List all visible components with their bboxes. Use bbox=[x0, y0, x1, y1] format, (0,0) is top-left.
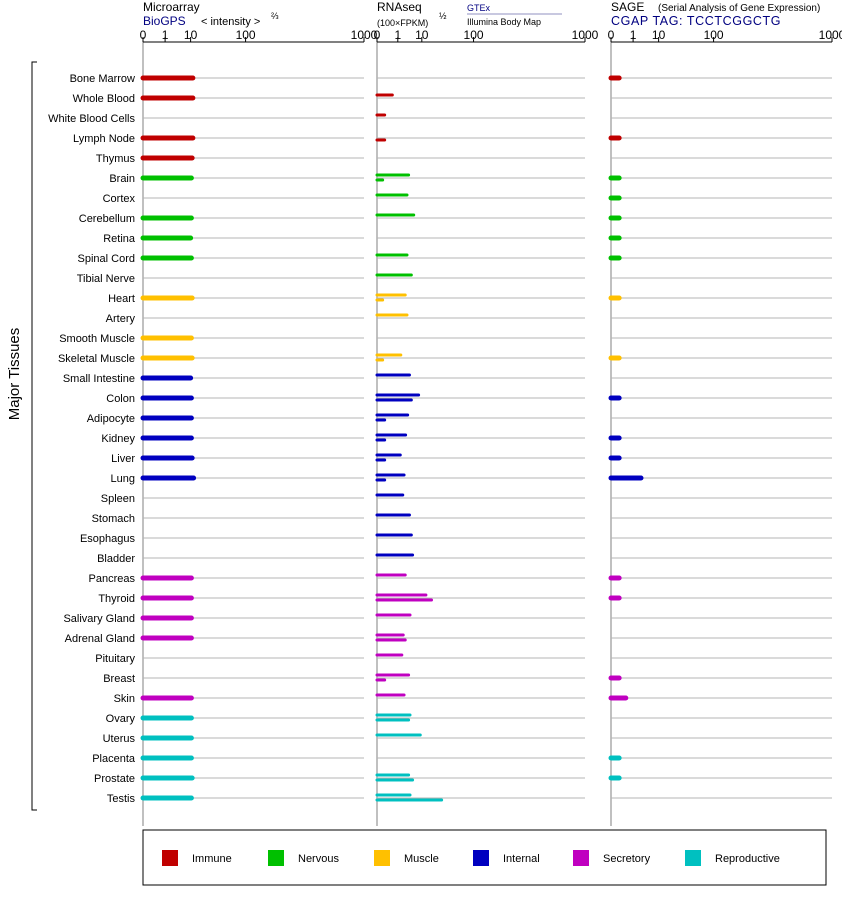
microarray-exponent: ⅔ bbox=[271, 11, 279, 21]
tissue-label-retina: Retina bbox=[103, 233, 136, 245]
tissue-label-lymph-node: Lymph Node bbox=[73, 133, 135, 145]
tick-label: 10 bbox=[184, 28, 198, 42]
tick-label: 100 bbox=[704, 28, 724, 42]
legend-label-nervous: Nervous bbox=[298, 853, 339, 865]
tissue-label-lung: Lung bbox=[111, 473, 135, 485]
tissue-label-liver: Liver bbox=[111, 453, 135, 465]
tissue-label-bone-marrow: Bone Marrow bbox=[70, 73, 135, 85]
panel-sage: 0 1 10 100 1000 bbox=[608, 28, 842, 826]
microarray-title: Microarray bbox=[143, 0, 200, 14]
tissue-label-salivary-gland: Salivary Gland bbox=[63, 613, 135, 625]
tick-label: 1 bbox=[162, 28, 169, 42]
legend-swatch-immune bbox=[162, 850, 178, 866]
tissue-label-testis: Testis bbox=[107, 793, 136, 805]
tissue-label-adipocyte: Adipocyte bbox=[87, 413, 135, 425]
legend-swatch-internal bbox=[473, 850, 489, 866]
tick-label: 1000 bbox=[572, 28, 599, 42]
tissue-label-prostate: Prostate bbox=[94, 773, 135, 785]
rnaseq-source-gtex: GTEx bbox=[467, 3, 491, 13]
tissue-label-spinal-cord: Spinal Cord bbox=[78, 253, 135, 265]
y-axis: Major Tissues bbox=[6, 61, 37, 811]
microarray-unit: < intensity > bbox=[201, 16, 260, 28]
legend-swatch-secretory bbox=[573, 850, 589, 866]
panels: 011010010000110100100001101001000 bbox=[140, 28, 842, 826]
tissue-label-cortex: Cortex bbox=[103, 193, 136, 205]
tissue-label-uterus: Uterus bbox=[103, 733, 136, 745]
tissue-label-artery: Artery bbox=[106, 313, 136, 325]
rnaseq-source-illumina: Illumina Body Map bbox=[467, 17, 541, 27]
sage-title: SAGE bbox=[611, 0, 644, 14]
tissue-label-tibial-nerve: Tibial Nerve bbox=[77, 273, 135, 285]
legend-swatch-nervous bbox=[268, 850, 284, 866]
tissue-label-heart: Heart bbox=[108, 293, 135, 305]
tissue-label-brain: Brain bbox=[109, 173, 135, 185]
tissue-label-placenta: Placenta bbox=[92, 753, 136, 765]
tick-label: 0 bbox=[608, 28, 615, 42]
tissue-label-thymus: Thymus bbox=[96, 153, 136, 165]
rnaseq-exponent: ½ bbox=[439, 11, 447, 21]
tissue-label-adrenal-gland: Adrenal Gland bbox=[65, 633, 135, 645]
tissue-label-ovary: Ovary bbox=[106, 713, 136, 725]
sage-tag: CGAP TAG: TCCTCGGCTG bbox=[611, 14, 781, 28]
tissue-label-skeletal-muscle: Skeletal Muscle bbox=[58, 353, 135, 365]
tissue-label-white-blood-cells: White Blood Cells bbox=[48, 113, 135, 125]
tick-label: 0 bbox=[374, 28, 381, 42]
legend-label-immune: Immune bbox=[192, 853, 232, 865]
tissue-label-skin: Skin bbox=[114, 693, 135, 705]
rnaseq-title: RNAseq bbox=[377, 0, 422, 14]
tick-label: 1000 bbox=[351, 28, 378, 42]
tissue-label-thyroid: Thyroid bbox=[98, 593, 135, 605]
tick-label: 100 bbox=[236, 28, 256, 42]
panel-microarray: 0 1 10 100 1000 bbox=[140, 28, 378, 826]
y-axis-bracket bbox=[31, 61, 37, 811]
tick-label: 0 bbox=[140, 28, 147, 42]
tissue-rows: Bone Marrow Whole Blood White Blood Cells L… bbox=[48, 73, 136, 805]
tissue-label-pancreas: Pancreas bbox=[89, 573, 136, 585]
panel-rnaseq: 0 1 10 100 1000 bbox=[374, 28, 599, 826]
tissue-label-small-intestine: Small Intestine bbox=[63, 373, 135, 385]
tissue-label-spleen: Spleen bbox=[101, 493, 135, 505]
legend-swatch-reproductive bbox=[685, 850, 701, 866]
legend-label-secretory: Secretory bbox=[603, 853, 651, 865]
tick-label: 10 bbox=[415, 28, 429, 42]
tissue-label-esophagus: Esophagus bbox=[80, 533, 136, 545]
legend-label-reproductive: Reproductive bbox=[715, 853, 780, 865]
legend-label-muscle: Muscle bbox=[404, 853, 439, 865]
tissue-label-pituitary: Pituitary bbox=[95, 653, 135, 665]
legend-label-internal: Internal bbox=[503, 853, 540, 865]
tick-label: 10 bbox=[652, 28, 666, 42]
tissue-label-whole-blood: Whole Blood bbox=[73, 93, 135, 105]
y-axis-label: Major Tissues bbox=[6, 328, 23, 421]
tick-label: 1 bbox=[394, 28, 401, 42]
tissue-label-breast: Breast bbox=[103, 673, 135, 685]
tissue-label-stomach: Stomach bbox=[92, 513, 135, 525]
tissue-label-cerebellum: Cerebellum bbox=[79, 213, 135, 225]
tissue-label-colon: Colon bbox=[106, 393, 135, 405]
legend: Immune Nervous Muscle Internal Secretory Repr… bbox=[142, 829, 827, 886]
microarray-source: BioGPS bbox=[143, 14, 186, 28]
sage-note: (Serial Analysis of Gene Expression) bbox=[658, 3, 820, 14]
legend-swatch-muscle bbox=[374, 850, 390, 866]
tick-label: 1 bbox=[630, 28, 637, 42]
tissue-label-bladder: Bladder bbox=[97, 553, 135, 565]
tick-label: 1000 bbox=[819, 28, 842, 42]
tissue-label-smooth-muscle: Smooth Muscle bbox=[59, 333, 135, 345]
tick-label: 100 bbox=[464, 28, 484, 42]
rnaseq-unit: (100×FPKM) bbox=[377, 18, 428, 28]
panel-titles: Microarray BioGPS < intensity > ⅔ RNAseq… bbox=[143, 0, 820, 28]
tissue-label-kidney: Kidney bbox=[101, 433, 135, 445]
